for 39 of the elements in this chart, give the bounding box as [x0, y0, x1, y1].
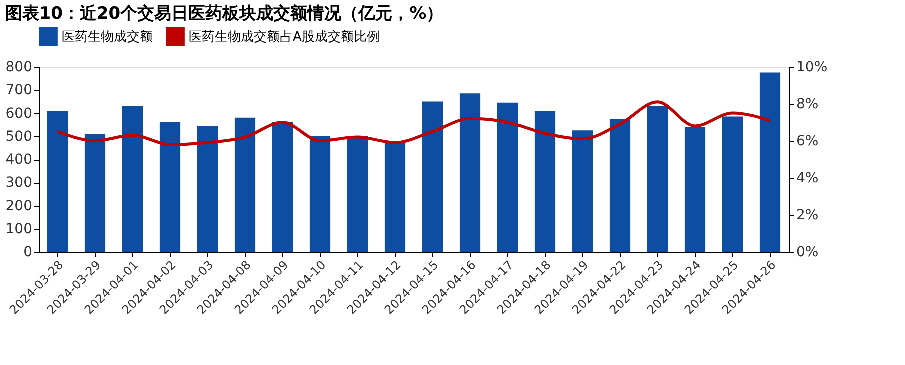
- bar: [197, 126, 218, 252]
- y2-tick-label: 10%: [796, 60, 828, 76]
- y-tick-label: 500: [6, 128, 32, 145]
- y-tick-label: 800: [6, 60, 32, 76]
- line-series: [56, 100, 772, 146]
- bar: [534, 110, 556, 252]
- y-tick-label: 300: [6, 175, 32, 192]
- bar: [122, 106, 144, 252]
- bar: [384, 141, 406, 252]
- legend-label: 医药生物成交额: [62, 28, 153, 45]
- y2-tick-label: 4%: [796, 170, 819, 186]
- bar: [47, 110, 68, 252]
- bar: [460, 94, 481, 252]
- y2-tick-label: 6%: [796, 134, 819, 150]
- bar: [647, 106, 668, 252]
- y2-tick-label: 0%: [796, 244, 819, 260]
- y-tick-label: 400: [6, 152, 32, 168]
- bar: [610, 119, 631, 252]
- bar: [272, 122, 294, 252]
- bar: [684, 127, 706, 252]
- bar: [310, 136, 331, 252]
- y2-tick-label: 2%: [796, 208, 819, 224]
- bar: [160, 122, 181, 252]
- bar: [234, 118, 256, 252]
- bar: [347, 136, 368, 252]
- bar: [84, 134, 106, 252]
- chart-title: 图表10：近20个交易日医药板块成交额情况（亿元，%）: [5, 4, 444, 24]
- bar: [760, 72, 781, 252]
- bar: [422, 102, 444, 252]
- legend-label: 医药生物成交额占A股成交额比例: [189, 28, 380, 45]
- y-tick-label: 100: [6, 221, 32, 238]
- y-tick-label: 0: [24, 244, 32, 260]
- y-tick-label: 200: [6, 198, 32, 214]
- bar: [722, 116, 744, 252]
- y2-tick-label: 8%: [796, 96, 819, 112]
- y-tick-label: 700: [6, 82, 32, 99]
- bar: [497, 102, 518, 252]
- bar: [572, 130, 594, 252]
- y-tick-label: 600: [6, 106, 32, 122]
